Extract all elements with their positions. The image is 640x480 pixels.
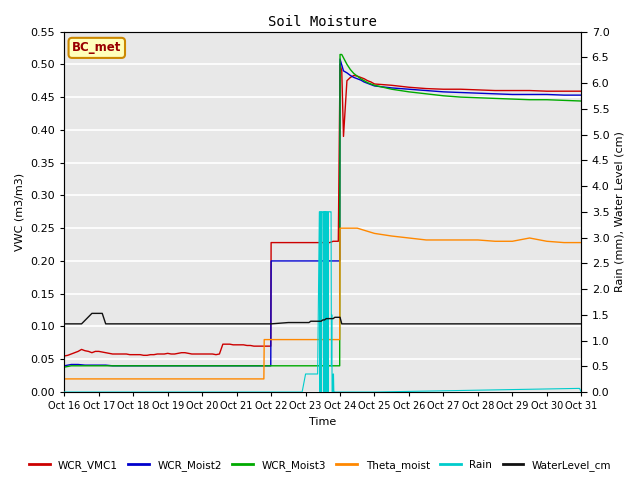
Legend: WCR_VMC1, WCR_Moist2, WCR_Moist3, Theta_moist, Rain, WaterLevel_cm: WCR_VMC1, WCR_Moist2, WCR_Moist3, Theta_… <box>24 456 616 475</box>
X-axis label: Time: Time <box>309 417 337 427</box>
Title: Soil Moisture: Soil Moisture <box>268 15 377 29</box>
Text: BC_met: BC_met <box>72 41 122 54</box>
Y-axis label: Rain (mm), Water Level (cm): Rain (mm), Water Level (cm) <box>615 132 625 292</box>
Y-axis label: VWC (m3/m3): VWC (m3/m3) <box>15 173 25 251</box>
